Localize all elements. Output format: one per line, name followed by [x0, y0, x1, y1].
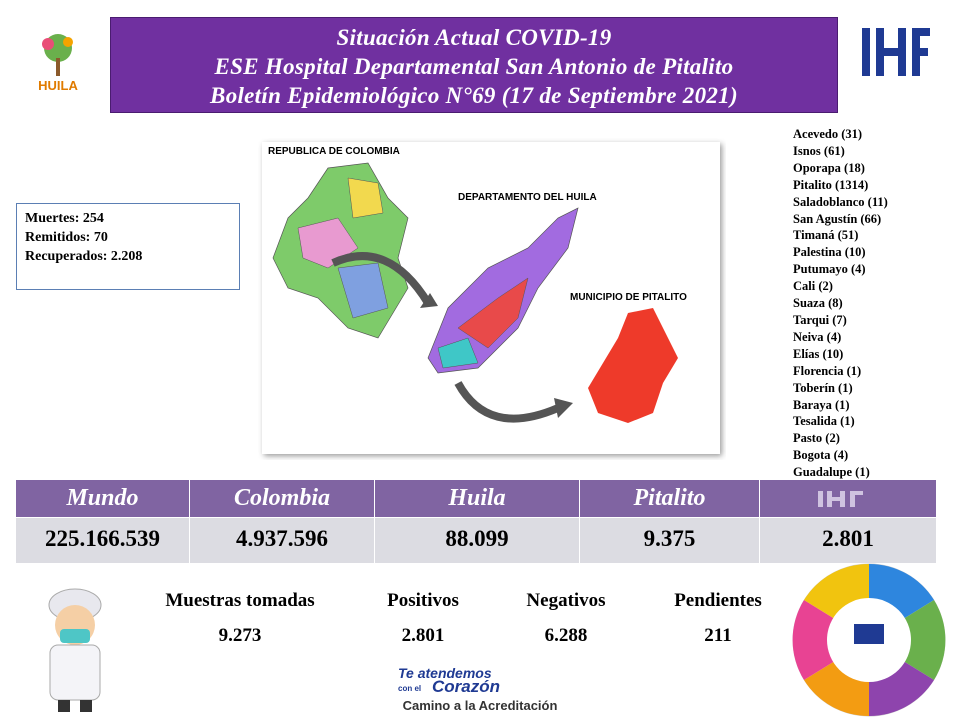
arrow [331, 252, 432, 306]
arrow-head [420, 293, 438, 308]
logo-dot [63, 37, 73, 47]
municipality: San Agustín (66) [793, 211, 882, 226]
logo-trunk [56, 58, 60, 76]
stat-value: 9.273 [218, 625, 262, 646]
arrow-head [554, 398, 573, 418]
municipality: Putumayo (4) [793, 262, 866, 277]
municipality: Cali (2) [793, 279, 833, 294]
header: Situación Actual COVID-19 ESE Hospital D… [110, 17, 838, 113]
municipality: Acevedo (31) [793, 127, 863, 141]
stat-value: 6.288 [544, 625, 588, 646]
municipality: Tarqui (7) [793, 312, 847, 327]
summary-line: Remitidos: 70 [25, 230, 108, 245]
table-header: Mundo [16, 480, 190, 517]
wheel-logo [854, 624, 884, 644]
mask [60, 629, 90, 643]
header-line: Boletín Epidemiológico N°69 (17 de Septi… [210, 83, 738, 108]
table-header [760, 480, 937, 517]
footer-text: Corazón [432, 677, 500, 696]
coat [49, 644, 101, 701]
stat-value: 2.801 [401, 625, 445, 646]
shoe [58, 700, 70, 712]
municipality: Tesalida (1) [793, 414, 855, 429]
municipality: Neiva (4) [793, 329, 842, 344]
municipality-list: Acevedo (31) Isnos (61) Oporapa (18) Pitali… [793, 126, 888, 481]
summary-line: Muertes: 254 [25, 211, 104, 226]
stat-label: Negativos [526, 590, 606, 611]
municipality: Guadalupe (1) [793, 465, 870, 480]
municipality: Palestina (10) [793, 245, 866, 260]
footer-text: Camino a la Acreditación [403, 698, 558, 713]
map-label: MUNICIPIO DE PITALITO [570, 292, 687, 303]
header-row: Mundo Colombia Huila Pitalito [16, 480, 937, 517]
value-row: 225.166.539 4.937.596 88.099 9.375 2.801 [16, 517, 937, 563]
logo-dot [42, 38, 54, 50]
stat-label: Pendientes [674, 590, 762, 611]
logo-text: HUILA [38, 78, 78, 93]
table-value: 2.801 [760, 517, 937, 563]
footer-text: Te atendemos [398, 665, 492, 681]
footer-text: con el [398, 684, 421, 693]
table-header: Pitalito [580, 480, 760, 517]
table-header: Huila [375, 480, 580, 517]
accreditation-wheel [792, 563, 946, 717]
table-header: Colombia [190, 480, 375, 517]
arrow [454, 381, 560, 423]
map: REPUBLICA DE COLOMBIA DEPARTAMENTO DEL H… [262, 142, 720, 454]
summary-line: Recuperados: 2.208 [25, 249, 143, 264]
counts-table: Mundo Colombia Huila Pitalito 225.166.539 4.… [16, 480, 937, 563]
municipality: Isnos (61) [793, 143, 845, 158]
table-value: 9.375 [580, 517, 760, 563]
footer: Te atendemos con el Corazón Camino a la … [398, 665, 558, 713]
pitalito-shape [588, 308, 678, 423]
municipality: Toberín (1) [793, 380, 853, 395]
municipality: Elías (10) [793, 346, 844, 361]
shoe [80, 700, 92, 712]
municipality: Suaza (8) [793, 296, 843, 311]
ihf-mini-logo [818, 491, 863, 507]
region [437, 337, 479, 369]
stat-label: Muestras tomadas [165, 590, 315, 611]
stat-value: 211 [704, 625, 732, 646]
huila-logo: HUILA [38, 34, 78, 93]
table-value: 225.166.539 [16, 517, 190, 563]
summary-box: Muertes: 254 Remitidos: 70 Recuperados: … [16, 203, 240, 290]
ihf-logo [862, 28, 930, 76]
table-value: 4.937.596 [190, 517, 375, 563]
region [457, 277, 529, 349]
header-line: Situación Actual COVID-19 [336, 25, 612, 50]
header-line: ESE Hospital Departamental San Antonio d… [214, 54, 734, 79]
doctor-illustration [48, 588, 102, 712]
stat-label: Positivos [387, 590, 459, 611]
table-value: 88.099 [375, 517, 580, 563]
municipality: Florencia (1) [793, 363, 862, 378]
municipality: Bogota (4) [793, 448, 849, 463]
municipality: Oporapa (18) [793, 160, 865, 175]
map-label: DEPARTAMENTO DEL HUILA [458, 192, 597, 203]
region [337, 262, 389, 319]
municipality: Baraya (1) [793, 397, 850, 412]
municipality: Timaná (51) [793, 228, 859, 243]
map-label: REPUBLICA DE COLOMBIA [268, 146, 400, 157]
municipality: Pitalito (1314) [793, 177, 869, 192]
municipality: Pasto (2) [793, 431, 840, 446]
municipality: Saladoblanco (11) [793, 194, 888, 209]
region [347, 177, 384, 219]
